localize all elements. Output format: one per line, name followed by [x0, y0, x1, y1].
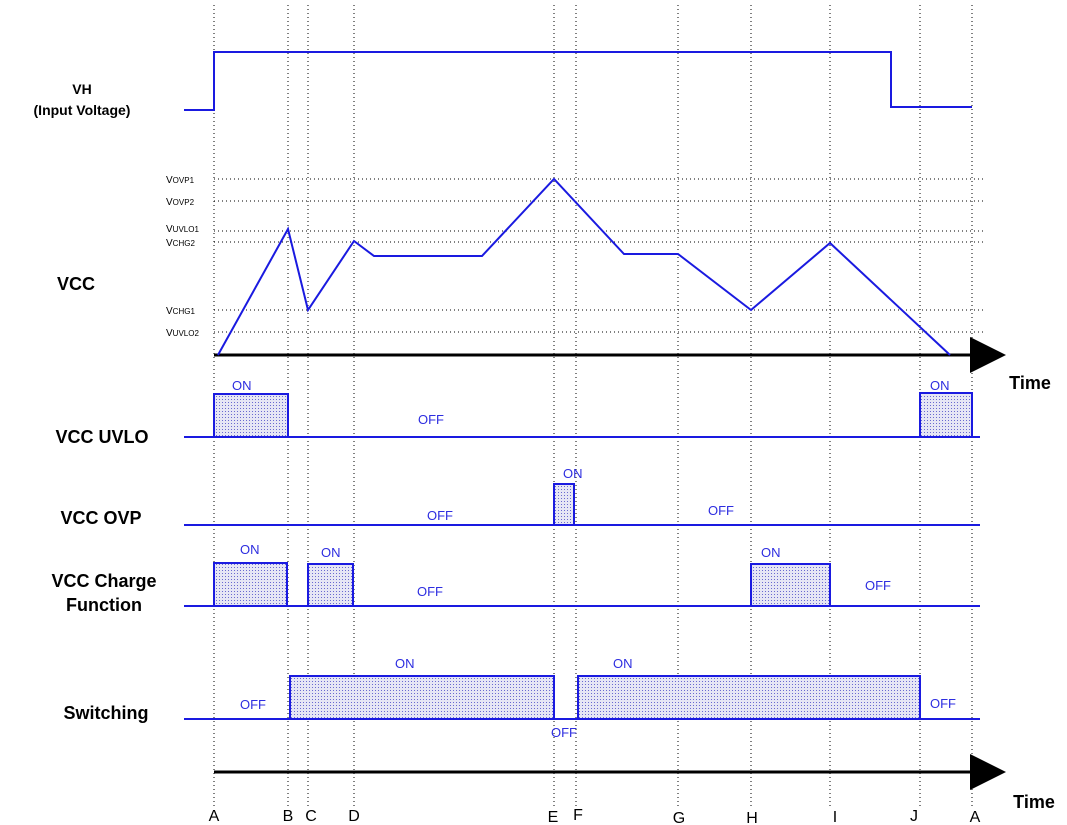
switching-label: Switching — [64, 703, 149, 723]
point-label: G — [673, 810, 685, 825]
vcc-ovp-waveform — [184, 483, 980, 526]
charge-state-on-1: ON — [240, 542, 260, 557]
uvlo-state-on-1: ON — [232, 378, 252, 393]
vcc-uvlo-label: VCC UVLO — [55, 427, 148, 447]
vcc-charge-waveform — [184, 562, 980, 607]
threshold-vovp1: VOVP1 — [166, 175, 195, 186]
vcc-charge-label: VCC Charge — [51, 571, 156, 591]
time-axis-label-top: Time — [1009, 373, 1051, 393]
vcc-waveform — [217, 177, 951, 356]
threshold-vovp2: VOVP2 — [166, 197, 195, 208]
vh-label: VH — [72, 81, 91, 97]
time-axis-label-bottom: Time — [1013, 792, 1055, 812]
threshold-vchg1: VCHG1 — [166, 306, 195, 317]
charge-state-off-1: OFF — [417, 584, 443, 599]
uvlo-state-off: OFF — [418, 412, 444, 427]
switching-waveform — [184, 675, 980, 720]
ovp-state-on: ON — [563, 466, 583, 481]
point-label: I — [833, 809, 837, 825]
threshold-vchg2: VCHG2 — [166, 238, 195, 249]
uvlo-state-on-2: ON — [930, 378, 950, 393]
charge-state-on-3: ON — [761, 545, 781, 560]
point-label: C — [305, 808, 317, 825]
vh-sublabel: (Input Voltage) — [34, 102, 131, 118]
time-point-labels: A B C D E F G H I J A — [209, 807, 981, 825]
ovp-state-off-2: OFF — [708, 503, 734, 518]
vcc-uvlo-waveform — [184, 392, 980, 438]
point-label: F — [573, 807, 583, 824]
switching-state-on-1: ON — [395, 656, 415, 671]
threshold-gridlines — [214, 178, 985, 333]
switching-state-off-1: OFF — [240, 697, 266, 712]
threshold-vuvlo2: VUVLO2 — [166, 328, 199, 339]
switching-state-off-3: OFF — [930, 696, 956, 711]
point-label: J — [910, 808, 918, 825]
charge-state-on-2: ON — [321, 545, 341, 560]
point-label: D — [348, 808, 360, 825]
vh-waveform — [184, 51, 972, 111]
point-label: A — [209, 808, 220, 825]
charge-state-off-2: OFF — [865, 578, 891, 593]
vcc-charge-sublabel: Function — [66, 595, 142, 615]
vcc-label: VCC — [57, 274, 95, 294]
vcc-ovp-label: VCC OVP — [60, 508, 141, 528]
point-label: H — [746, 810, 758, 825]
threshold-vuvlo1: VUVLO1 — [166, 224, 199, 235]
point-label: E — [548, 809, 559, 825]
point-label: B — [283, 808, 294, 825]
switching-state-off-2: OFF — [551, 725, 577, 740]
switching-state-on-2: ON — [613, 656, 633, 671]
point-label: A — [970, 809, 981, 825]
ovp-state-off-1: OFF — [427, 508, 453, 523]
